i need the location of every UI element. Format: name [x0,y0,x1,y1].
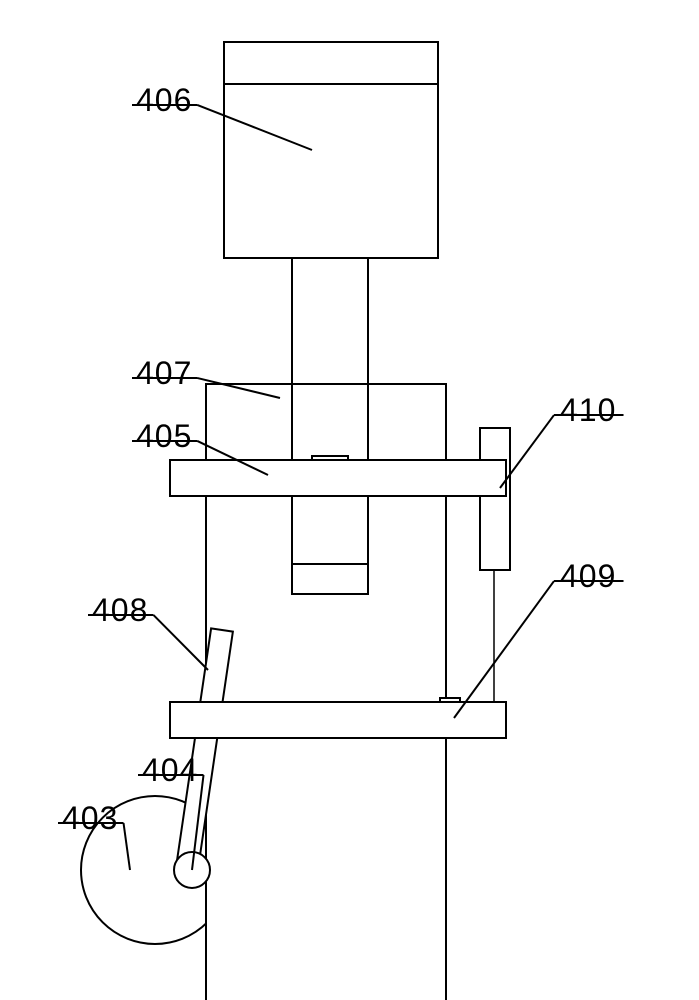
upper-crossbar [170,460,506,496]
part-label-406: 406 [136,82,192,119]
lower-crossbar-notch [440,698,460,702]
diagram-svg [0,0,699,1000]
technical-diagram [0,0,699,1000]
top-connector [292,258,368,384]
top-box [224,42,438,258]
right-rod [480,428,510,570]
part-label-404: 404 [142,752,198,789]
part-label-409: 409 [560,558,616,595]
part-label-407: 407 [136,355,192,392]
part-label-408: 408 [92,592,148,629]
part-label-410: 410 [560,392,616,429]
upper-crossbar-notch [312,456,348,460]
part-label-403: 403 [62,800,118,837]
lower-crossbar [170,702,506,738]
part-label-405: 405 [136,418,192,455]
